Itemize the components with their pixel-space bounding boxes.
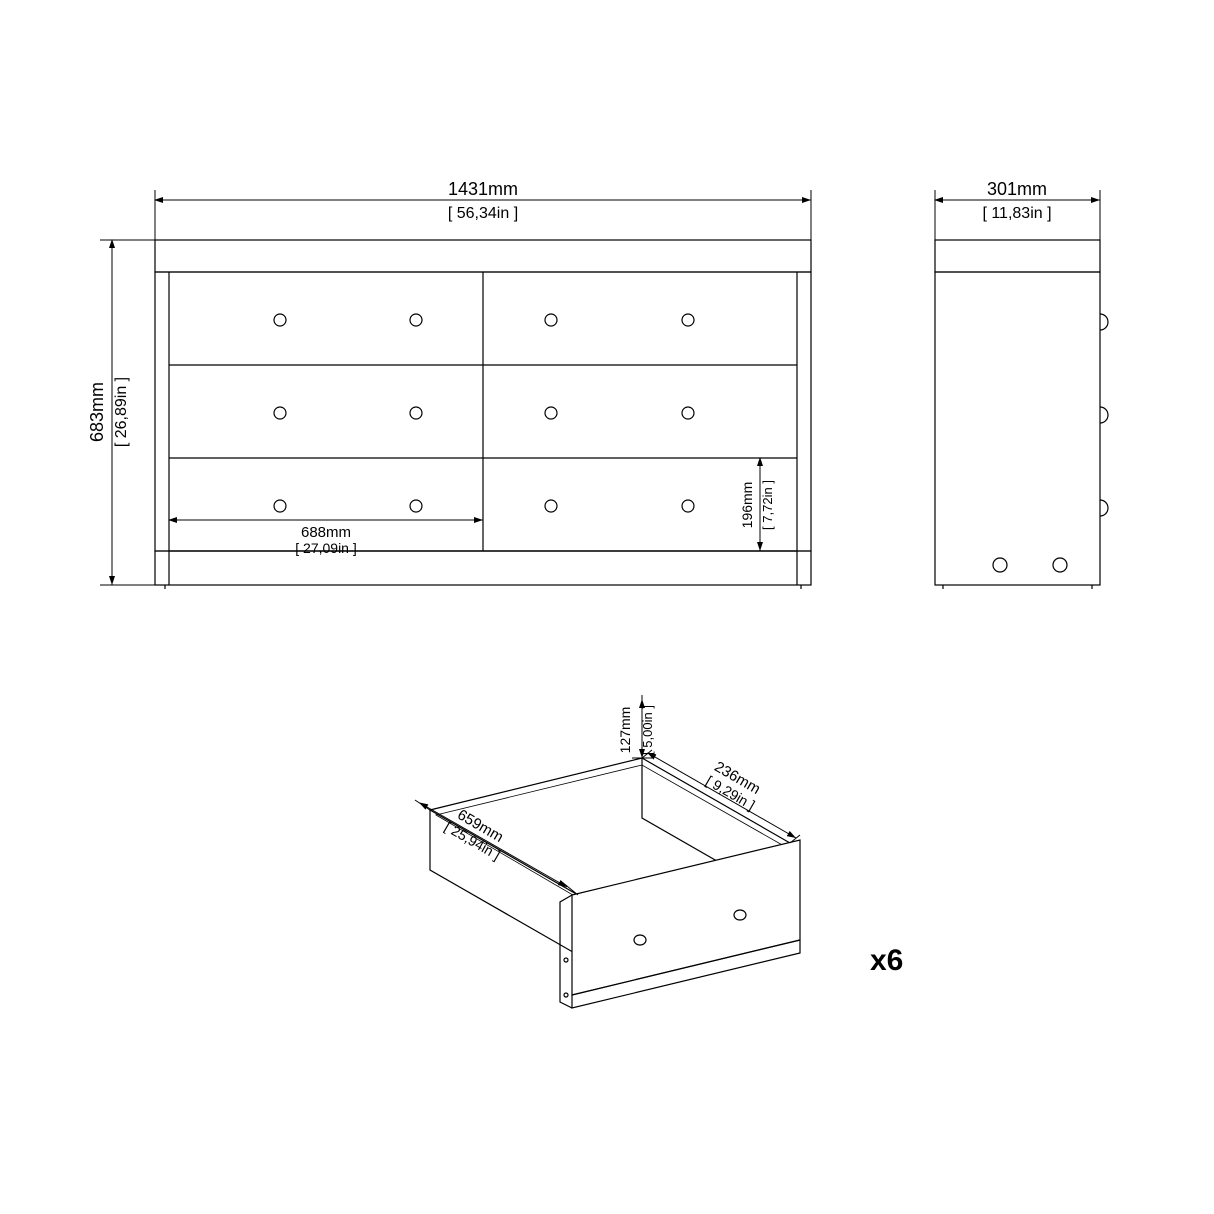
technical-drawing: 1431mm [ 56,34in ] 683mm [ 26,89in ] 688…: [0, 0, 1214, 1214]
dim-drawer-w-in: [ 27,09in ]: [295, 540, 357, 556]
quantity-label: x6: [870, 944, 903, 977]
dim-depth-in: [ 11,83in ]: [982, 205, 1051, 222]
dim-width-in: [ 56,34in ]: [448, 205, 518, 222]
side-view: [935, 240, 1108, 589]
front-view: [155, 240, 811, 589]
dim-height-in: [ 26,89in ]: [113, 377, 130, 447]
dim-depth-mm: 301mm: [987, 179, 1047, 199]
dim-drawer-h-mm: 196mm: [739, 482, 755, 529]
knobs: [274, 314, 694, 512]
dim-height-mm: 683mm: [87, 382, 107, 442]
dim-dr-h-mm: 127mm: [617, 707, 633, 754]
dim-drawer-h-in: [ 7,72in ]: [760, 480, 775, 530]
dim-drawer-w-mm: 688mm: [301, 524, 351, 541]
dim-width-mm: 1431mm: [448, 179, 518, 199]
dim-dr-h-in: [ 5,00in ]: [640, 705, 655, 755]
